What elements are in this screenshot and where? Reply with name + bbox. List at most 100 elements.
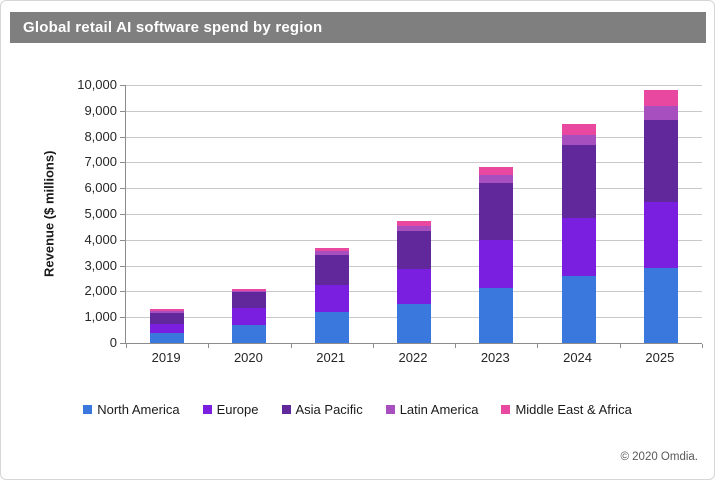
x-tick-label-2025: 2025	[645, 350, 675, 365]
bar-segment-2021-europe	[314, 284, 349, 313]
legend-item-asia-pacific: Asia Pacific	[281, 401, 363, 417]
x-tick-mark	[372, 344, 374, 348]
bar-segment-2021-latin-america	[314, 251, 349, 256]
y-tick-mark	[120, 291, 125, 293]
bar-segment-2020-north-america	[232, 325, 267, 343]
bar-segment-2023-europe	[479, 239, 514, 289]
legend-swatch-middle-east-africa	[501, 404, 511, 414]
bar-segment-2019-latin-america	[150, 311, 185, 313]
gridline-8000	[126, 136, 702, 138]
x-tick-mark	[208, 344, 210, 348]
bar-segment-2021-asia-pacific	[314, 255, 349, 285]
y-tick-label-5000: 5,000	[84, 206, 117, 221]
y-tick-mark	[120, 136, 125, 138]
x-tick-label-2024: 2024	[563, 350, 593, 365]
y-tick-label-10000: 10,000	[77, 77, 117, 92]
bar-segment-2025-europe	[643, 202, 678, 269]
legend: North America Europe Asia Pacific Latin Ame…	[1, 400, 714, 418]
y-tick-label-6000: 6,000	[84, 180, 117, 196]
x-tick-mark	[290, 344, 292, 348]
x-tick-mark	[455, 344, 457, 348]
bar-segment-2025-north-america	[643, 268, 678, 343]
y-tick-mark	[120, 343, 125, 344]
legend-swatch-north-america	[83, 404, 93, 414]
bar-segment-2024-europe	[561, 217, 596, 277]
bar-segment-2025-asia-pacific	[643, 119, 678, 203]
bar-segment-2019-north-america	[150, 332, 185, 343]
plot-area	[120, 85, 703, 348]
y-tick-mark	[120, 265, 125, 267]
legend-label-latin-america: Latin America	[399, 401, 479, 417]
chart-title-bar: Global retail AI software spend by regio…	[10, 12, 706, 43]
bar-segment-2020-europe	[232, 308, 267, 326]
bar-segment-2024-middle-east-africa	[561, 123, 596, 135]
source-note: © 2020 Omdia.	[620, 451, 698, 463]
bar-segment-2019-asia-pacific	[150, 312, 185, 324]
bar-segment-2019-europe	[150, 323, 185, 333]
y-tick-mark	[120, 162, 125, 164]
y-tick-mark	[120, 214, 125, 215]
x-tick-mark	[126, 344, 127, 348]
y-tick-mark	[120, 85, 125, 86]
y-tick-label-9000: 9,000	[84, 102, 117, 118]
bar-segment-2021-middle-east-africa	[314, 247, 349, 252]
x-tick-mark	[702, 344, 703, 348]
x-tick-mark	[537, 344, 539, 348]
y-tick-label-8000: 8,000	[84, 128, 117, 144]
x-tick-label-2022: 2022	[398, 350, 428, 365]
gridline-9000	[126, 110, 702, 112]
y-axis-title: Revenue ($ millions)	[41, 150, 57, 278]
bar-segment-2023-latin-america	[479, 175, 514, 184]
bar-segment-2022-middle-east-africa	[397, 220, 431, 226]
legend-label-asia-pacific: Asia Pacific	[295, 401, 363, 417]
bar-segment-2025-middle-east-africa	[643, 90, 678, 106]
x-tick-label-2023: 2023	[480, 350, 510, 365]
bar-segment-2020-middle-east-africa	[232, 289, 267, 291]
gridline-10000	[126, 85, 702, 86]
bar-segment-2022-latin-america	[397, 225, 431, 231]
chart-title: Global retail AI software spend by regio…	[23, 19, 323, 36]
gridline-6000	[126, 188, 702, 190]
y-tick-mark	[120, 188, 125, 190]
x-tick-label-2021: 2021	[316, 350, 346, 365]
bar-segment-2022-europe	[397, 269, 431, 304]
bar-segment-2021-north-america	[314, 312, 349, 343]
x-tick-label-2020: 2020	[233, 350, 263, 365]
legend-swatch-europe	[202, 404, 212, 414]
bar-segment-2019-middle-east-africa	[150, 309, 185, 312]
y-tick-mark	[120, 317, 125, 319]
legend-item-europe: Europe	[202, 401, 259, 417]
x-tick-label-2019: 2019	[151, 350, 181, 365]
legend-item-middle-east-africa: Middle East & Africa	[501, 401, 632, 417]
x-tick-mark	[619, 344, 621, 348]
bar-segment-2022-asia-pacific	[397, 230, 431, 270]
bar-segment-2025-latin-america	[643, 105, 678, 120]
y-tick-label-1000: 1,000	[84, 309, 117, 325]
bar-segment-2022-north-america	[397, 303, 431, 343]
bar-segment-2020-asia-pacific	[232, 292, 267, 309]
bar-segment-2020-latin-america	[232, 290, 267, 293]
y-tick-label-7000: 7,000	[84, 154, 117, 170]
bar-segment-2024-north-america	[561, 276, 596, 343]
y-tick-label-0: 0	[109, 335, 117, 350]
bar-segment-2023-north-america	[479, 288, 514, 343]
y-tick-mark	[120, 239, 125, 241]
legend-swatch-asia-pacific	[281, 404, 291, 414]
bar-segment-2024-latin-america	[561, 134, 596, 145]
y-tick-label-3000: 3,000	[84, 257, 117, 273]
legend-label-north-america: North America	[97, 401, 180, 417]
gridline-7000	[126, 162, 702, 164]
bar-segment-2023-middle-east-africa	[479, 166, 514, 176]
y-tick-label-4000: 4,000	[84, 231, 117, 247]
legend-item-latin-america: Latin America	[385, 401, 479, 417]
bar-segment-2023-asia-pacific	[479, 183, 514, 240]
legend-item-north-america: North America	[83, 401, 180, 417]
gridline-5000	[126, 214, 702, 215]
legend-swatch-latin-america	[385, 404, 395, 414]
legend-label-europe: Europe	[216, 401, 259, 417]
y-tick-mark	[120, 110, 125, 112]
bar-segment-2024-asia-pacific	[561, 144, 596, 218]
y-tick-label-2000: 2,000	[84, 283, 117, 299]
legend-label-middle-east-africa: Middle East & Africa	[515, 401, 632, 417]
